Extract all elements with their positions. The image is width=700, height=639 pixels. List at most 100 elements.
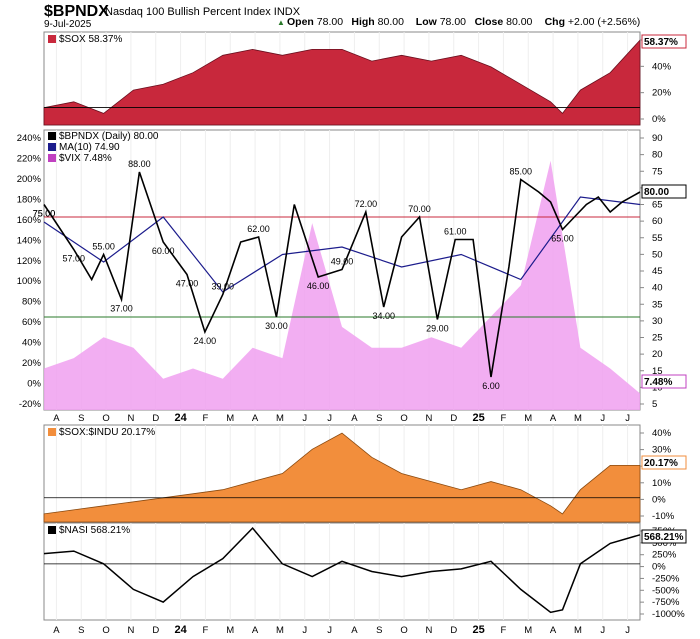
month-label: A: [351, 625, 358, 636]
bpndx-annotation: 65.00: [551, 234, 574, 244]
nasi-tick: -500%: [652, 585, 680, 596]
bpndx-right-tick: 90: [652, 133, 663, 144]
bpndx-left-tick: 40%: [22, 338, 42, 349]
vix-area: [44, 160, 640, 410]
bpndx-annotation: 47.00: [176, 279, 199, 289]
sox-indu-tick: 0%: [652, 494, 666, 505]
bpndx-right-tick: 60: [652, 216, 663, 227]
bpndx-left-tick: 0%: [27, 379, 41, 390]
month-label: J: [302, 625, 307, 636]
bpndx-left-tick: 100%: [17, 276, 42, 287]
bpndx-annotation: 75.00: [33, 209, 56, 219]
month-label: J: [600, 625, 605, 636]
bpndx-annotation: 55.00: [92, 242, 115, 252]
bpndx-right-tick: 30: [652, 316, 663, 327]
month-label: A: [351, 413, 358, 424]
bpndx-panel: 75.00 57.00 55.00 37.00 88.00 60.00 47.00 24.00…: [17, 129, 687, 411]
bpndx-left-tick: 220%: [17, 153, 42, 164]
bpndx-right-tick: 75: [652, 166, 663, 177]
bpndx-swatch: [48, 132, 56, 140]
bpndx-right-tick: 40: [652, 283, 663, 294]
sox-panel: $SOX 58.37%50%40%20%0%58.37%: [43, 31, 687, 126]
sox-indu-area: [43, 432, 641, 523]
month-label: 25: [472, 412, 484, 424]
nasi-line: [43, 526, 641, 614]
nasi-tick: 250%: [652, 550, 677, 561]
month-label: F: [203, 413, 209, 424]
bpndx-right-tick: 5: [652, 399, 657, 410]
bpndx-annotation: 29.00: [426, 324, 449, 334]
bpndx-right-tick: 35: [652, 299, 663, 310]
month-label: J: [625, 625, 630, 636]
nasi-badge: [641, 529, 687, 544]
ohlc-chg: Chg +2.00 (+2.56%): [545, 16, 641, 28]
month-label: J: [625, 413, 630, 424]
month-label: M: [524, 413, 532, 424]
bpndx-annotation: 72.00: [355, 199, 378, 209]
ohlc-readout: ▲ Open 78.00 High 80.00 Low 78.00 Close 80.0…: [277, 16, 640, 28]
month-label: 24: [174, 624, 187, 636]
bpndx-annotation: 85.00: [510, 167, 533, 177]
sox-indu-tick: 40%: [652, 428, 672, 439]
month-label: M: [276, 625, 284, 636]
sox-indu-tick: -10%: [652, 511, 675, 522]
bpndx-right-tick: 65: [652, 200, 663, 211]
month-label: M: [226, 625, 234, 636]
month-axis-bottom: A S O N D 24 F M A M J J A S O N D 25 F M A M J J: [53, 624, 630, 636]
month-label: D: [450, 413, 457, 424]
bpndx-right-tick: 55: [652, 233, 663, 244]
nasi-tick: 0%: [652, 562, 666, 573]
bpndx-annotation: 30.00: [265, 321, 288, 331]
ohlc-close: Close 80.00: [475, 16, 533, 28]
bpndx-left-tick: 240%: [17, 133, 42, 144]
bpndx-annotation: 37.00: [110, 304, 133, 314]
bpndx-line: [43, 171, 641, 378]
month-label: D: [450, 625, 457, 636]
month-label: N: [425, 413, 432, 424]
month-label: S: [78, 413, 84, 424]
bpndx-annotation: 34.00: [372, 311, 395, 321]
vix-swatch: [48, 154, 56, 162]
bpndx-annotation: 46.00: [307, 281, 330, 291]
sox-tick: 0%: [652, 114, 666, 125]
sox-badge: [641, 34, 687, 49]
bpndx-left-tick: 160%: [17, 215, 42, 226]
month-label: N: [127, 625, 134, 636]
sox-indu-tick: 10%: [652, 478, 672, 489]
month-label: S: [376, 625, 382, 636]
sox-label: $SOX 58.37%: [59, 34, 122, 45]
month-label: S: [376, 413, 382, 424]
bpndx-annotation: 57.00: [63, 254, 86, 264]
month-label: O: [102, 625, 109, 636]
sox-indu-badge: [641, 455, 687, 470]
sox-swatch: [48, 35, 56, 43]
month-label: M: [276, 413, 284, 424]
month-label: N: [127, 413, 134, 424]
nasi-tick: -750%: [652, 597, 680, 608]
panel-frame: [43, 522, 641, 621]
bpndx-left-tick: -20%: [19, 399, 42, 410]
month-label: A: [550, 413, 557, 424]
month-label: J: [327, 625, 332, 636]
bpndx-left-tick: 180%: [17, 194, 42, 205]
sox-badge-text: 58.37%: [644, 37, 678, 48]
ma10-line: [43, 196, 641, 293]
month-label: M: [524, 625, 532, 636]
bpndx-left-tick: 120%: [17, 256, 42, 267]
nasi-tick: -1000%: [652, 609, 685, 620]
bpndx-annotation: 60.00: [152, 246, 175, 256]
bpndx-right-tick: 25: [652, 333, 663, 344]
sox-area: [43, 39, 641, 126]
bpndx-left-tick: 20%: [22, 358, 42, 369]
bpndx-annotation: 88.00: [128, 159, 151, 169]
bpndx-label: $BPNDX (Daily) 80.00: [59, 131, 159, 142]
month-axis-top: A S O N D 24 F M A M J J A S O N D 25 F M A M J J: [53, 412, 630, 424]
bpndx-annotation: 24.00: [194, 336, 217, 346]
month-label: A: [252, 625, 259, 636]
bpndx-badge-text: 80.00: [644, 187, 669, 198]
bpndx-annotation: 61.00: [444, 227, 467, 237]
month-label: F: [501, 625, 507, 636]
month-label: D: [152, 413, 159, 424]
month-label: M: [574, 413, 582, 424]
